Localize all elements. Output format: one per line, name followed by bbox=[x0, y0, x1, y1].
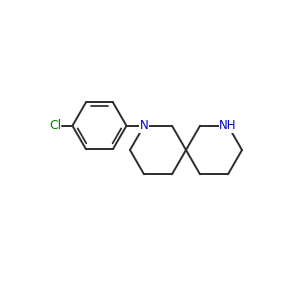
Text: NH: NH bbox=[219, 119, 237, 132]
Text: Cl: Cl bbox=[49, 119, 62, 132]
Text: N: N bbox=[140, 119, 148, 132]
